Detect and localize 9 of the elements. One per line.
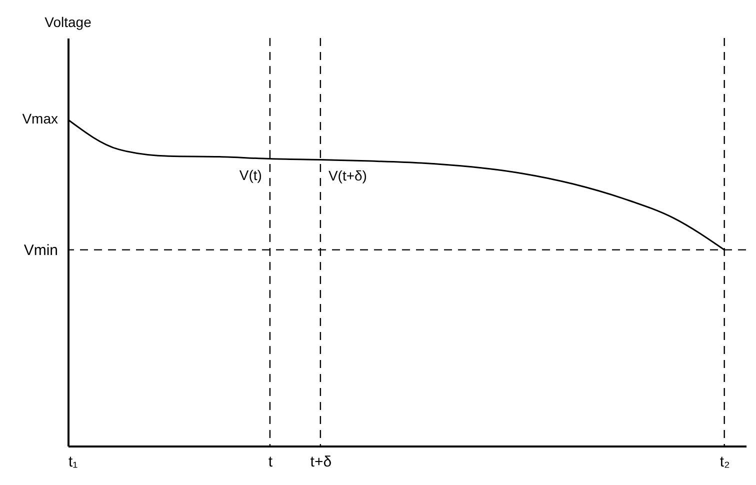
text: Voltage (44, 14, 92, 30)
annotation: Vmax (22, 110, 58, 127)
x-tick-label: t+δ (310, 454, 332, 470)
x-tick-label: t₂ (720, 454, 730, 470)
ref-line-label: Vmin (24, 242, 58, 259)
x-tick-label: t (268, 454, 274, 470)
x-tick-label: t₁ (68, 454, 78, 470)
annotation: V(t+δ) (328, 168, 367, 184)
annotation: V(t) (239, 166, 262, 183)
